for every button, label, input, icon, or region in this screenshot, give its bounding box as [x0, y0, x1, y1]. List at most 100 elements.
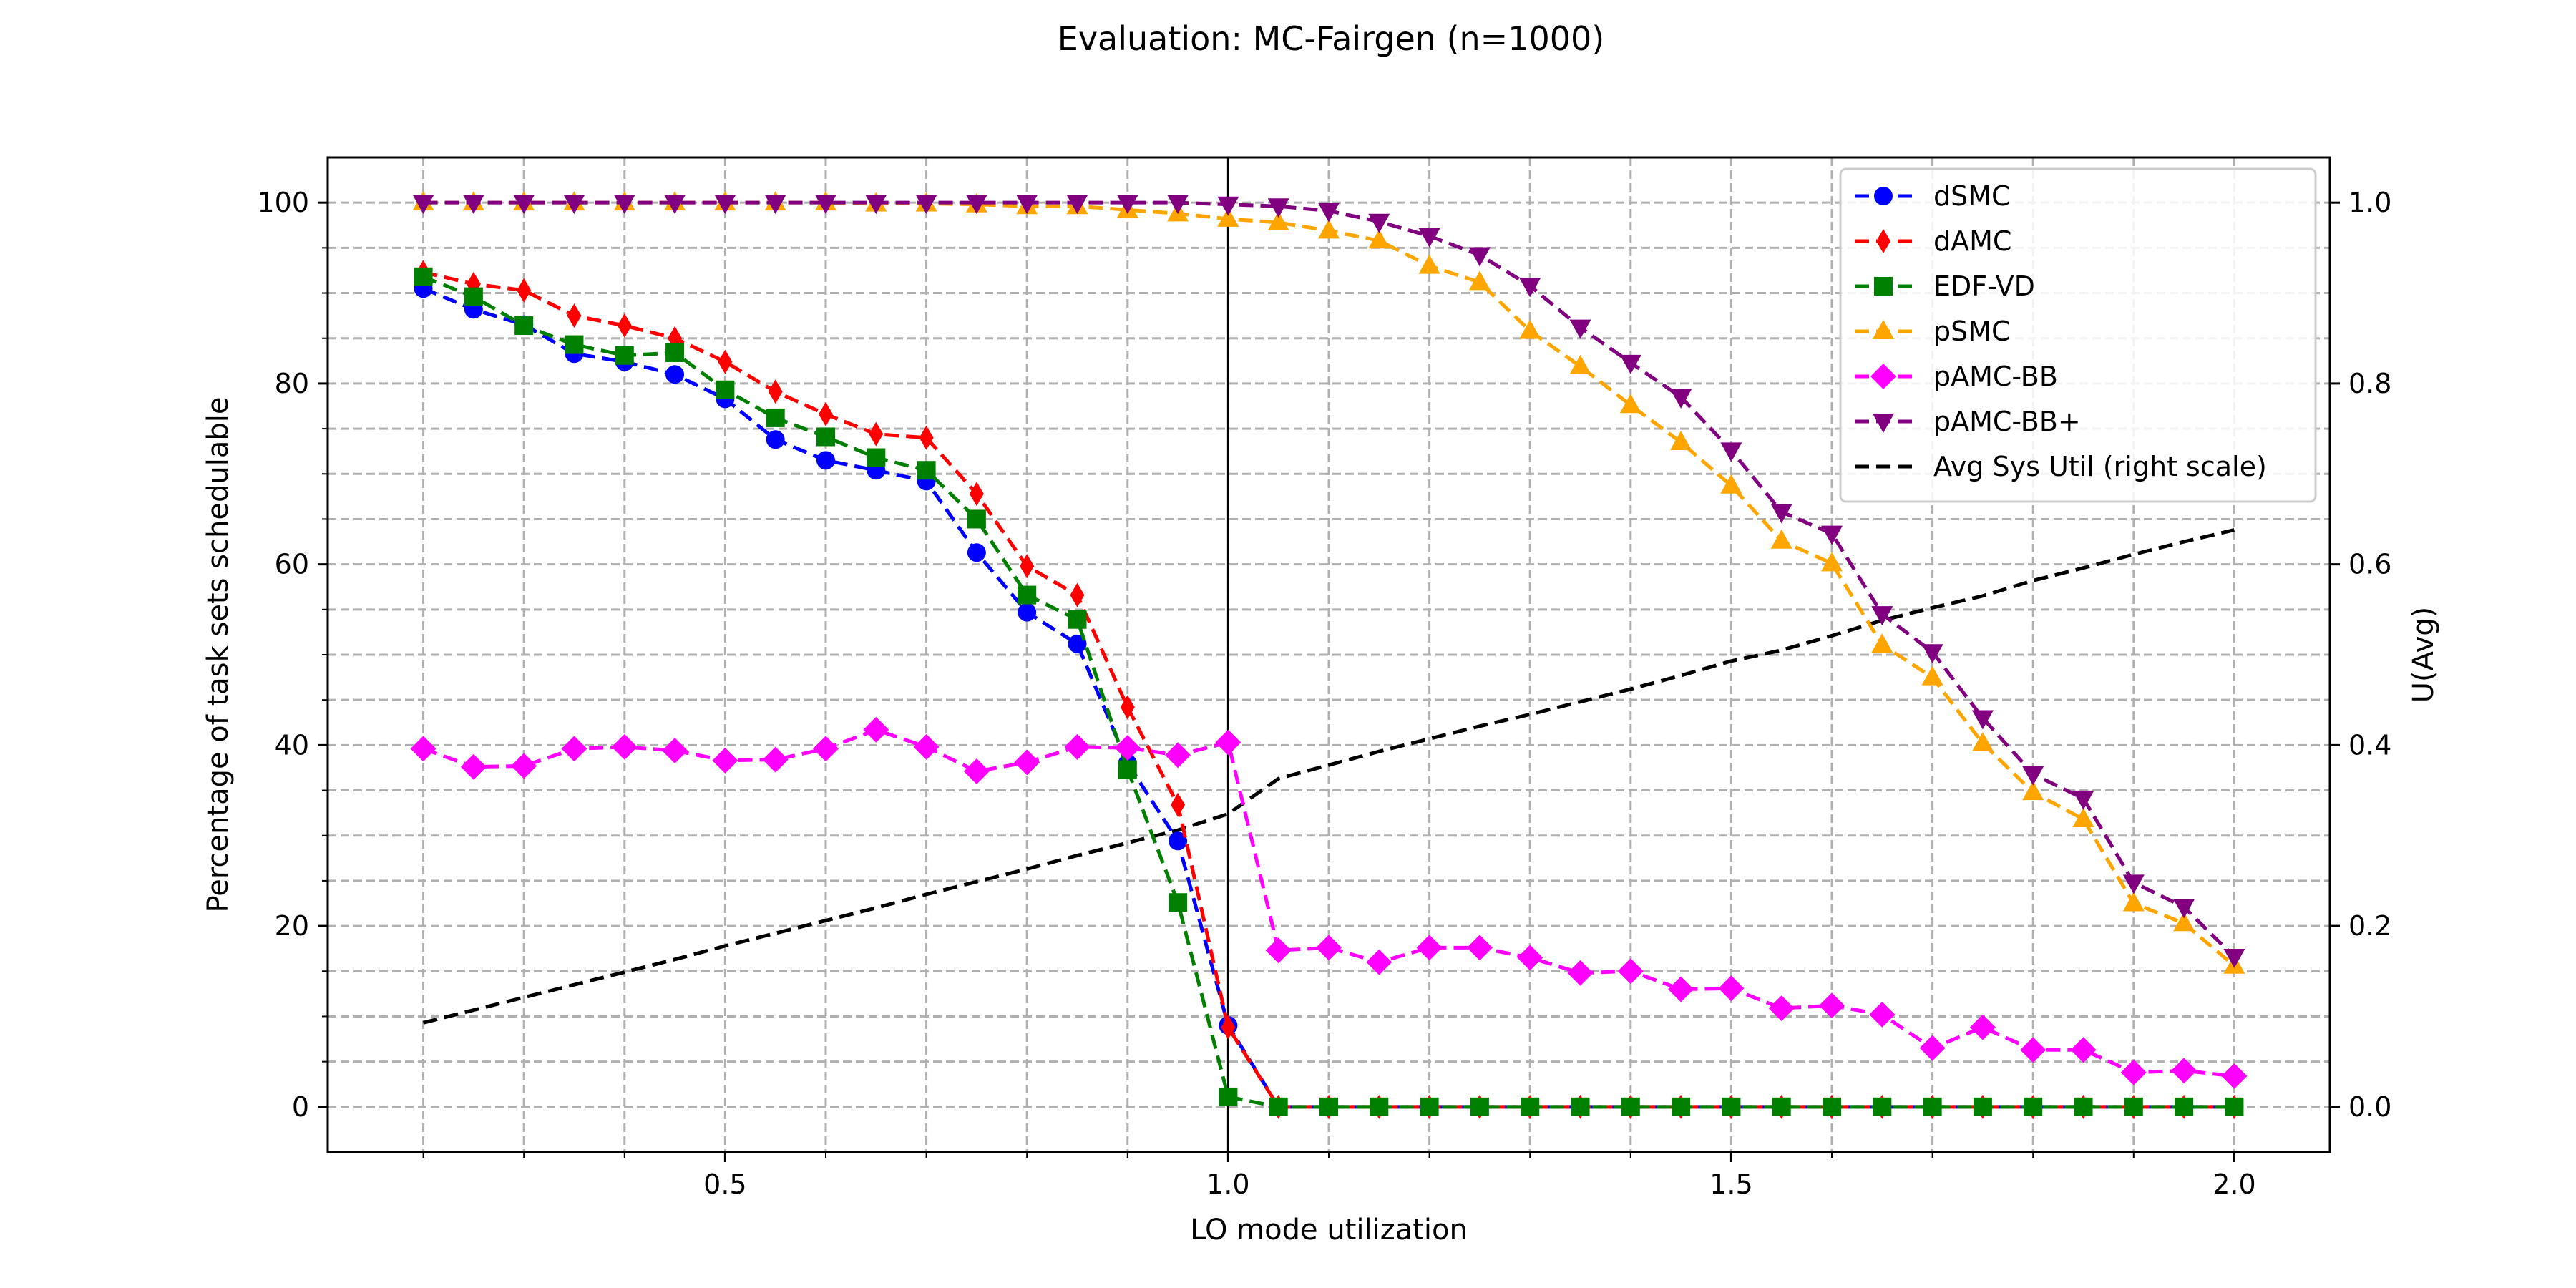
- y-tick-label: 20: [275, 910, 309, 942]
- data-point-damc: [617, 313, 632, 338]
- y-tick-label: 40: [275, 729, 309, 761]
- data-point-damc: [567, 303, 582, 328]
- data-point-pamc-bb: [863, 716, 889, 743]
- data-point-edf-vd: [967, 509, 986, 529]
- data-point-pamc-bb: [1064, 733, 1091, 760]
- data-point-pamc-bb: [1770, 504, 1792, 524]
- data-point-pamc-bb: [1668, 976, 1694, 1002]
- data-point-edf-vd: [1923, 1097, 1942, 1116]
- data-point-edf-vd: [2124, 1097, 2143, 1116]
- data-point-pamc-bb: [613, 195, 635, 215]
- data-point-pamc-bb: [2173, 899, 2195, 919]
- legend-marker: [1874, 187, 1893, 205]
- data-point-pamc-bb: [814, 195, 836, 215]
- data-point-psmc: [2173, 912, 2195, 932]
- data-point-psmc: [2022, 781, 2044, 801]
- data-point-dsmc: [1018, 602, 1037, 622]
- data-point-pamc-bb: [1316, 935, 1342, 961]
- data-point-pamc-bb: [1267, 198, 1289, 218]
- data-point-psmc: [1519, 319, 1541, 339]
- data-point-pamc-bb: [462, 195, 484, 215]
- data-point-pamc-bb: [511, 753, 537, 779]
- data-point-pamc-bb: [1720, 442, 1742, 462]
- y-tick-label: 100: [257, 187, 309, 218]
- data-point-pamc-bb: [1318, 203, 1340, 223]
- data-point-pamc-bb: [2022, 766, 2044, 786]
- series-pamc-bb: [410, 716, 2248, 1089]
- data-point-psmc: [1971, 731, 1994, 751]
- data-point-edf-vd: [2074, 1097, 2093, 1116]
- data-point-pamc-bb: [1114, 735, 1141, 761]
- data-point-edf-vd: [2175, 1097, 2194, 1116]
- data-point-pamc-bb: [1418, 228, 1440, 248]
- data-point-pamc-bb: [1217, 196, 1239, 216]
- data-point-edf-vd: [716, 380, 735, 399]
- data-point-edf-vd: [816, 427, 835, 447]
- y-axis-label: Percentage of task sets schedulable: [202, 397, 235, 913]
- data-point-psmc: [2122, 892, 2145, 912]
- y2-axis-label: U(Avg): [2407, 607, 2440, 703]
- data-point-pamc-bb: [1819, 992, 1845, 1019]
- data-point-psmc: [1468, 270, 1491, 291]
- data-point-edf-vd: [1470, 1097, 1489, 1116]
- legend-marker: [1873, 414, 1894, 433]
- data-point-edf-vd: [1823, 1097, 1842, 1116]
- data-point-pamc-bb: [561, 736, 587, 762]
- data-point-pamc-bb: [1569, 319, 1591, 339]
- data-point-pamc-bb: [812, 736, 839, 762]
- data-point-pamc-bb: [1167, 195, 1189, 215]
- data-point-damc: [517, 278, 532, 303]
- y2-tick-label: 0.4: [2348, 729, 2391, 761]
- legend-label: pAMC-BB+: [1933, 406, 2081, 437]
- legend-entry-avg-sys-util-right-scale: Avg Sys Util (right scale): [1855, 451, 2267, 482]
- data-point-pamc-bb: [1871, 606, 1893, 626]
- data-point-pamc-bb: [611, 733, 638, 760]
- data-point-pamc-bb: [1517, 945, 1543, 971]
- data-point-pamc-bb: [2171, 1058, 2197, 1084]
- data-point-damc: [919, 425, 934, 450]
- data-point-pamc-bb: [410, 736, 436, 762]
- data-point-edf-vd: [565, 335, 584, 354]
- data-point-pamc-bb: [460, 753, 487, 780]
- data-point-edf-vd: [1772, 1097, 1791, 1116]
- y2-tick-label: 0.2: [2348, 910, 2391, 942]
- axis-ticks: 0.5 1.0 1.5 2.0 0 20 40 60 80 100 0.0 0.2 0.4 0.6 0.8 1…: [257, 187, 2391, 1200]
- data-point-edf-vd: [2225, 1097, 2244, 1116]
- data-point-pamc-bb: [915, 195, 937, 215]
- data-point-psmc: [1217, 207, 1239, 227]
- data-point-pamc-bb: [1165, 742, 1191, 769]
- legend-entry-pamc-bb: pAMC-BB+: [1855, 406, 2081, 437]
- data-point-pamc-bb: [1619, 354, 1641, 374]
- data-point-pamc-bb: [1519, 278, 1541, 298]
- x-axis-label: LO mode utilization: [1190, 1214, 1468, 1246]
- data-point-pamc-bb: [1468, 247, 1491, 267]
- series-edf-vd: [414, 267, 2244, 1116]
- data-point-pamc-bb: [712, 747, 738, 774]
- series-avg-sys-util: [422, 528, 2235, 1025]
- x-tick-label: 1.0: [1206, 1169, 1249, 1200]
- data-point-pamc-bb: [963, 758, 990, 785]
- data-point-pamc-bb: [1869, 1001, 1896, 1028]
- legend-label: dAMC: [1933, 225, 2011, 257]
- data-point-pamc-bb: [714, 195, 736, 215]
- legend-label: dSMC: [1933, 180, 2011, 212]
- data-point-edf-vd: [1521, 1097, 1540, 1116]
- x-tick-label: 0.5: [703, 1169, 746, 1200]
- data-point-pamc-bb: [1921, 644, 1943, 664]
- data-point-edf-vd: [1722, 1097, 1741, 1116]
- data-point-pamc-bb: [1821, 525, 1843, 545]
- y2-tick-label: 0.8: [2348, 368, 2391, 399]
- data-point-dsmc: [967, 543, 986, 562]
- data-point-psmc: [1368, 229, 1390, 249]
- data-point-edf-vd: [867, 448, 886, 467]
- data-point-pamc-bb: [2221, 1063, 2248, 1089]
- data-point-edf-vd: [1420, 1097, 1439, 1116]
- data-point-pamc-bb: [1016, 195, 1038, 215]
- data-point-pamc-bb: [1969, 1014, 1996, 1040]
- data-point-pamc-bb: [2122, 874, 2145, 894]
- data-point-pamc-bb: [1116, 195, 1138, 215]
- legend-box: [1839, 167, 2317, 503]
- data-point-dsmc: [1068, 634, 1087, 653]
- y2-tick-label: 1.0: [2348, 187, 2391, 218]
